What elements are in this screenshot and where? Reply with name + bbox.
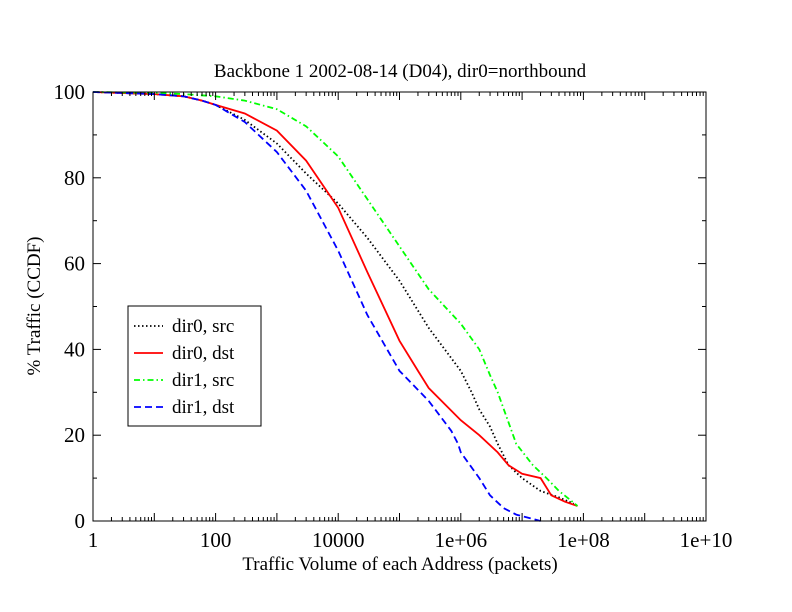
x-tick-label: 1 (88, 528, 99, 552)
series-line-dir1-src (92, 91, 579, 507)
y-tick-label: 100 (54, 80, 86, 104)
x-tick-label: 100 (200, 528, 232, 552)
legend-label: dir1, dst (172, 397, 235, 418)
legend: dir0, src dir0, dst dir1, src dir1, dst (127, 305, 262, 427)
legend-label: dir0, dst (172, 343, 235, 364)
y-tick-label: 60 (64, 252, 85, 276)
x-tick-label: 1e+06 (434, 528, 487, 552)
y-tick-label: 20 (64, 423, 85, 447)
chart-title: Backbone 1 2002-08-14 (D04), dir0=northb… (214, 61, 587, 82)
y-tick-label: 40 (64, 337, 85, 361)
x-tick-label: 1e+10 (680, 528, 733, 552)
legend-label: dir0, src (172, 316, 234, 337)
series-line-dir1-dst (92, 91, 541, 522)
ticks-layer: 1 100 10000 1e+06 1e+08 1e+10 0 20 40 60 80 100 (54, 80, 733, 552)
y-axis-label: % Traffic (CCDF) (24, 237, 45, 376)
x-axis-label: Traffic Volume of each Address (packets) (242, 554, 557, 575)
y-tick-label: 0 (75, 509, 86, 533)
series-layer (92, 91, 579, 522)
legend-label: dir1, src (172, 370, 234, 391)
x-tick-label: 10000 (312, 528, 365, 552)
x-tick-label: 1e+08 (557, 528, 610, 552)
y-tick-label: 80 (64, 166, 85, 190)
